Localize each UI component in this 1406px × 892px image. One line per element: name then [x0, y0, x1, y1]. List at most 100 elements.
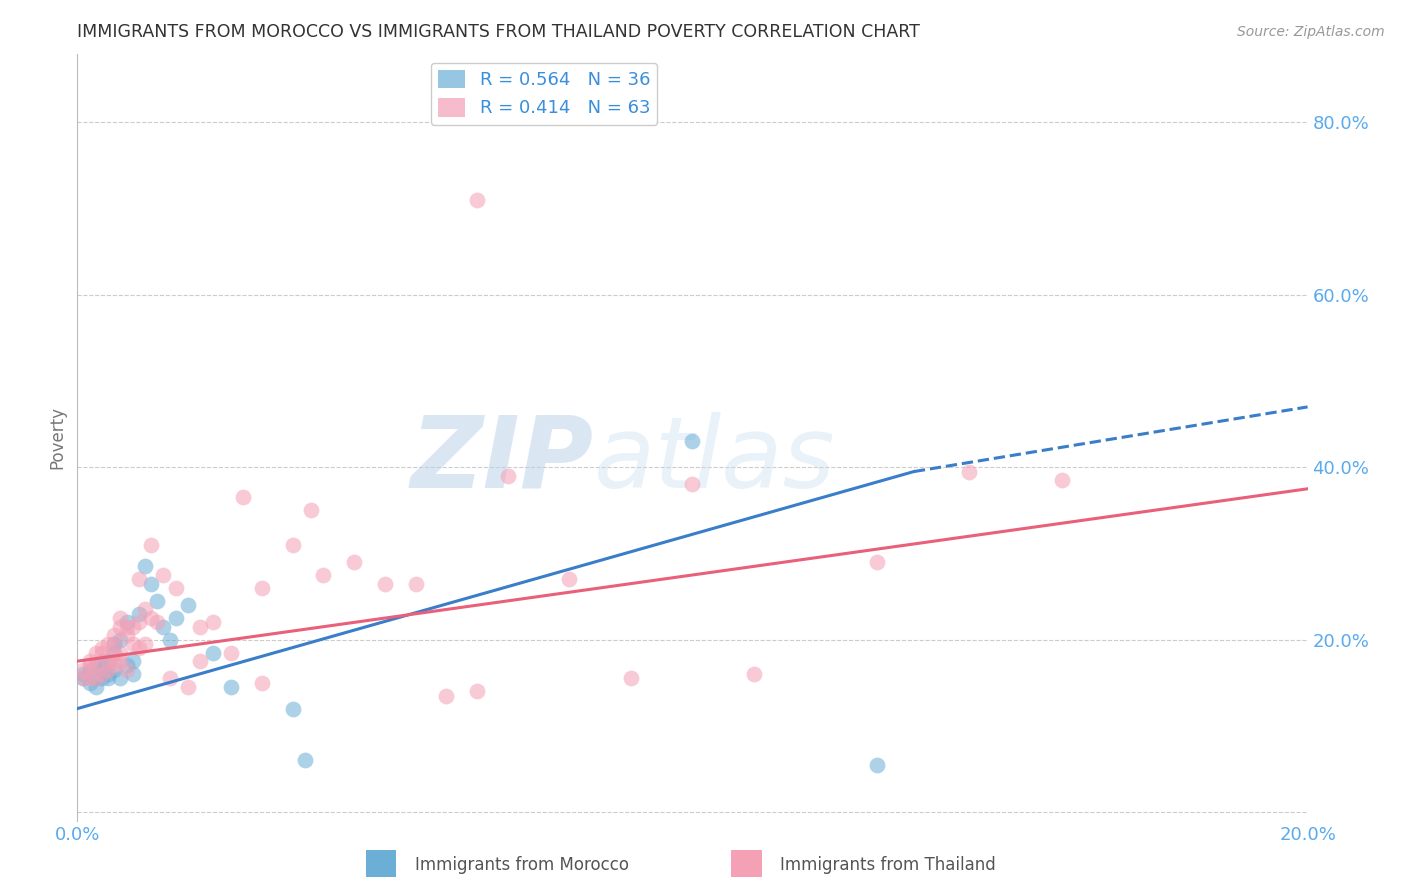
- Point: [299, 503, 322, 517]
- Text: Immigrants from Morocco: Immigrants from Morocco: [415, 856, 628, 874]
- Point: [121, 654, 143, 668]
- Text: atlas: atlas: [595, 411, 835, 508]
- Point: [97, 672, 120, 686]
- Point: [177, 680, 200, 694]
- Point: [343, 555, 366, 569]
- Point: [90, 663, 114, 677]
- Point: [146, 615, 169, 630]
- Point: [72, 663, 94, 677]
- Text: IMMIGRANTS FROM MOROCCO VS IMMIGRANTS FROM THAILAND POVERTY CORRELATION CHART: IMMIGRANTS FROM MOROCCO VS IMMIGRANTS FR…: [77, 23, 920, 41]
- Point: [103, 663, 125, 677]
- Point: [620, 672, 643, 686]
- Text: Source: ZipAtlas.com: Source: ZipAtlas.com: [1237, 25, 1385, 39]
- Point: [79, 658, 101, 673]
- Point: [84, 680, 107, 694]
- Point: [405, 576, 427, 591]
- Point: [201, 615, 224, 630]
- Point: [90, 654, 114, 668]
- Point: [141, 576, 163, 591]
- Point: [115, 615, 138, 630]
- Point: [128, 615, 150, 630]
- Point: [79, 675, 101, 690]
- Point: [103, 628, 125, 642]
- Point: [90, 646, 114, 660]
- Y-axis label: Poverty: Poverty: [48, 406, 66, 468]
- Point: [201, 646, 224, 660]
- Point: [110, 632, 132, 647]
- Point: [374, 576, 396, 591]
- Point: [294, 753, 316, 767]
- Point: [72, 672, 94, 686]
- Point: [103, 649, 125, 664]
- Point: [682, 434, 704, 449]
- Point: [97, 654, 120, 668]
- Point: [250, 675, 273, 690]
- Point: [134, 637, 156, 651]
- Point: [115, 658, 138, 673]
- Point: [188, 654, 212, 668]
- Point: [121, 620, 143, 634]
- Point: [141, 611, 163, 625]
- Point: [121, 667, 143, 681]
- Point: [103, 646, 125, 660]
- Point: [281, 701, 304, 715]
- Point: [121, 637, 143, 651]
- Point: [97, 663, 120, 677]
- Point: [79, 654, 101, 668]
- Point: [134, 559, 156, 574]
- Point: [97, 637, 120, 651]
- Point: [90, 667, 114, 681]
- Point: [436, 689, 458, 703]
- Point: [165, 581, 187, 595]
- Point: [72, 672, 94, 686]
- Point: [232, 491, 254, 505]
- Point: [465, 193, 488, 207]
- Point: [115, 628, 138, 642]
- Point: [84, 658, 107, 673]
- Point: [682, 477, 704, 491]
- Point: [128, 641, 150, 656]
- Point: [219, 680, 242, 694]
- Point: [79, 672, 101, 686]
- Point: [146, 594, 169, 608]
- Point: [465, 684, 488, 698]
- Point: [97, 654, 120, 668]
- Point: [312, 568, 335, 582]
- Point: [957, 465, 980, 479]
- Point: [152, 568, 174, 582]
- Legend: R = 0.564   N = 36, R = 0.414   N = 63: R = 0.564 N = 36, R = 0.414 N = 63: [430, 62, 657, 125]
- Point: [115, 663, 138, 677]
- Point: [103, 637, 125, 651]
- Point: [177, 598, 200, 612]
- Point: [496, 468, 519, 483]
- Point: [165, 611, 187, 625]
- Point: [103, 658, 125, 673]
- Point: [1050, 473, 1073, 487]
- Point: [79, 663, 101, 677]
- Point: [97, 667, 120, 681]
- Point: [128, 607, 150, 621]
- Point: [110, 611, 132, 625]
- Point: [115, 620, 138, 634]
- Point: [742, 667, 765, 681]
- Point: [72, 667, 94, 681]
- Point: [110, 672, 132, 686]
- Point: [250, 581, 273, 595]
- Point: [90, 672, 114, 686]
- Point: [103, 637, 125, 651]
- Point: [866, 555, 889, 569]
- Point: [84, 658, 107, 673]
- Point: [84, 672, 107, 686]
- Point: [159, 672, 181, 686]
- Point: [281, 538, 304, 552]
- Point: [84, 672, 107, 686]
- Point: [141, 538, 163, 552]
- Point: [84, 646, 107, 660]
- Point: [90, 641, 114, 656]
- Text: ZIP: ZIP: [411, 411, 595, 508]
- Point: [558, 572, 581, 586]
- Point: [159, 632, 181, 647]
- Text: Immigrants from Thailand: Immigrants from Thailand: [780, 856, 995, 874]
- Point: [128, 572, 150, 586]
- Point: [110, 654, 132, 668]
